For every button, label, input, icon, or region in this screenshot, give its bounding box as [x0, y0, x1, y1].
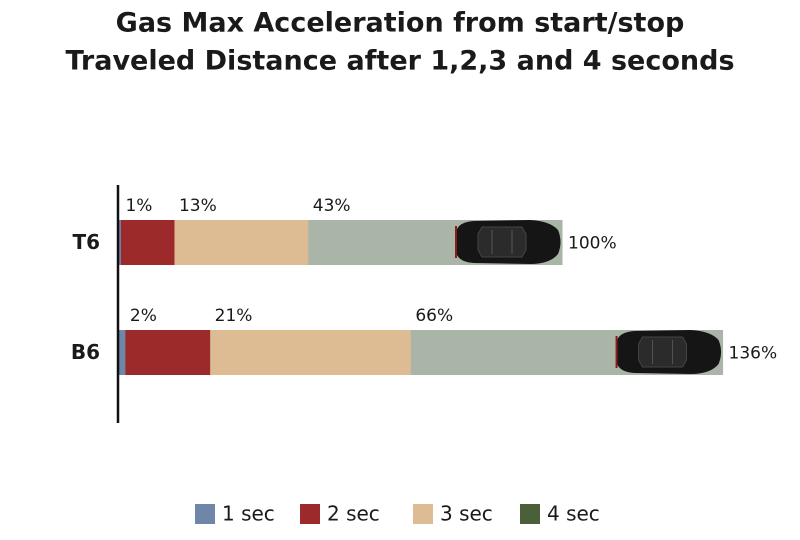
value-label: 1% — [125, 196, 152, 216]
value-label: 66% — [415, 306, 453, 326]
legend-label: 2 sec — [327, 502, 380, 526]
legend-swatch — [413, 504, 433, 524]
chart-title: Traveled Distance after 1,2,3 and 4 seco… — [65, 46, 734, 77]
category-label: T6 — [72, 230, 100, 254]
category-label: B6 — [71, 340, 100, 364]
value-label: 136% — [729, 344, 778, 364]
value-label: 21% — [215, 306, 253, 326]
legend-label: 1 sec — [222, 502, 275, 526]
car-icon — [615, 330, 722, 374]
bar — [118, 330, 211, 375]
legend-label: 3 sec — [440, 502, 493, 526]
legend-swatch — [195, 504, 215, 524]
car-window — [477, 226, 527, 258]
bar — [118, 330, 126, 375]
value-label: 13% — [179, 196, 217, 216]
value-label: 2% — [130, 306, 157, 326]
car-light — [455, 226, 457, 258]
car-window — [638, 336, 688, 368]
value-label: 100% — [568, 234, 617, 254]
legend-swatch — [300, 504, 320, 524]
value-label: 43% — [313, 196, 351, 216]
plot-area — [118, 220, 724, 375]
chart-title: Gas Max Acceleration from start/stop — [116, 8, 685, 39]
bar — [118, 220, 121, 265]
legend: 1 sec 2 sec 3 sec 4 sec — [195, 502, 600, 526]
legend-label: 4 sec — [547, 502, 600, 526]
car-light — [615, 336, 618, 368]
legend-swatch — [520, 504, 540, 524]
bar — [118, 220, 175, 265]
car-icon — [455, 220, 561, 264]
